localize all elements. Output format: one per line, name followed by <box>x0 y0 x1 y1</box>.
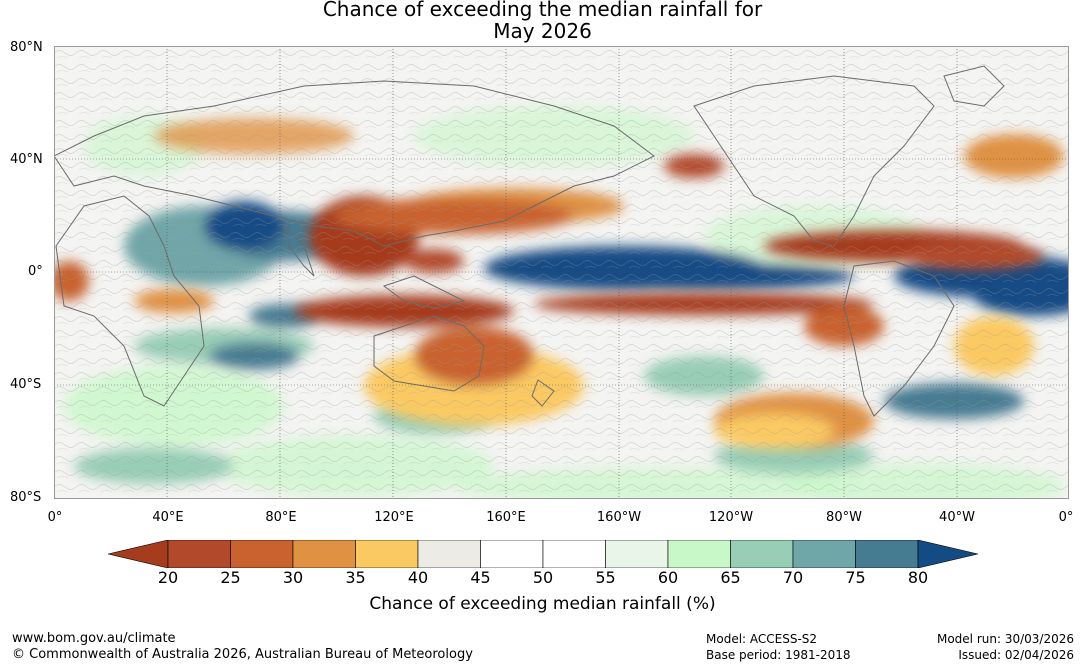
colorbar-segment-65-70 <box>730 540 794 568</box>
india-outline <box>283 224 315 277</box>
copyright-notice: © Commonwealth of Australia 2026, Austra… <box>12 647 473 662</box>
colorbar-tick-40: 40 <box>407 568 429 587</box>
colorbar-tick-20: 20 <box>157 568 179 587</box>
colorbar-tick-25: 25 <box>220 568 241 587</box>
lon-label-0-west-edge: 0° <box>47 510 63 525</box>
lon-label-0-east-edge: 0° <box>1058 510 1074 525</box>
colorbar-segment-35-40 <box>355 540 419 568</box>
south-america-outline <box>843 260 955 417</box>
colorbar-segment-40-45 <box>417 540 481 568</box>
colorbar-tick-65: 65 <box>720 568 741 587</box>
lon-label-160w: 160°W <box>596 510 642 525</box>
lon-label-40w: 40°W <box>939 510 975 525</box>
eurasia-outline <box>54 80 655 247</box>
north-america-outline <box>693 75 935 247</box>
colorbar-tick-60: 60 <box>657 568 679 587</box>
colorbar-tick-45: 45 <box>470 568 491 587</box>
colorbar-tick-35: 35 <box>345 568 366 587</box>
colorbar-segment-75-80 <box>855 540 919 568</box>
maritime-continent-outline <box>382 275 466 309</box>
colorbar <box>108 540 978 568</box>
lon-label-120w: 120°W <box>708 510 754 525</box>
lon-label-80e: 80°E <box>265 510 297 525</box>
issued-date: Issued: 02/04/2026 <box>958 648 1074 662</box>
colorbar-segment-20-25 <box>167 540 231 568</box>
model-run-date: Model run: 30/03/2026 <box>936 632 1074 646</box>
lat-label-40n: 40°N <box>10 152 43 167</box>
map-frame <box>54 46 1069 499</box>
map-title-line-1: Chance of exceeding the median rainfall … <box>322 0 763 21</box>
colorbar-tick-30: 30 <box>282 568 304 587</box>
colorbar-above-80-triangle <box>917 540 978 568</box>
lon-label-160e: 160°E <box>486 510 526 525</box>
contour-texture <box>54 46 1069 499</box>
colorbar-segment-70-75 <box>792 540 856 568</box>
colorbar-tick-80: 80 <box>907 568 929 587</box>
greenland-outline <box>943 65 1005 107</box>
colorbar-segment-55-60 <box>605 540 669 568</box>
colorbar-segment-25-30 <box>230 540 294 568</box>
lon-label-120e: 120°E <box>374 510 414 525</box>
model-name: Model: ACCESS-S2 <box>706 632 818 646</box>
colorbar-below-20-triangle <box>108 540 169 568</box>
graticule <box>54 46 1069 499</box>
lon-label-80w: 80°W <box>826 510 862 525</box>
colorbar-tick-50: 50 <box>532 568 554 587</box>
base-period: Base period: 1981-2018 <box>706 648 851 662</box>
colorbar-segment-60-65 <box>667 540 731 568</box>
australia-outline <box>373 315 485 392</box>
map-title-line-2: May 2026 <box>493 19 592 43</box>
colorbar-tick-55: 55 <box>595 568 616 587</box>
colorbar-tick-75: 75 <box>845 568 866 587</box>
new-zealand-outline <box>531 379 555 407</box>
lat-label-equator: 0° <box>28 264 43 279</box>
bom-url-link[interactable]: www.bom.gov.au/climate <box>12 631 176 646</box>
lat-label-40s: 40°S <box>10 377 42 392</box>
lat-label-80s: 80°S <box>10 490 42 505</box>
lat-label-80n: 80°N <box>10 40 43 55</box>
colorbar-segment-30-35 <box>292 540 356 568</box>
colorbar-segment-50-55 <box>542 540 606 568</box>
rainfall-probability-map <box>54 46 1069 499</box>
coastlines <box>54 65 1005 417</box>
africa-outline <box>55 195 205 407</box>
colorbar-tick-70: 70 <box>782 568 804 587</box>
colorbar-title: Chance of exceeding median rainfall (%) <box>369 594 716 614</box>
lon-label-40e: 40°E <box>152 510 184 525</box>
colorbar-segment-45-50 <box>480 540 544 568</box>
